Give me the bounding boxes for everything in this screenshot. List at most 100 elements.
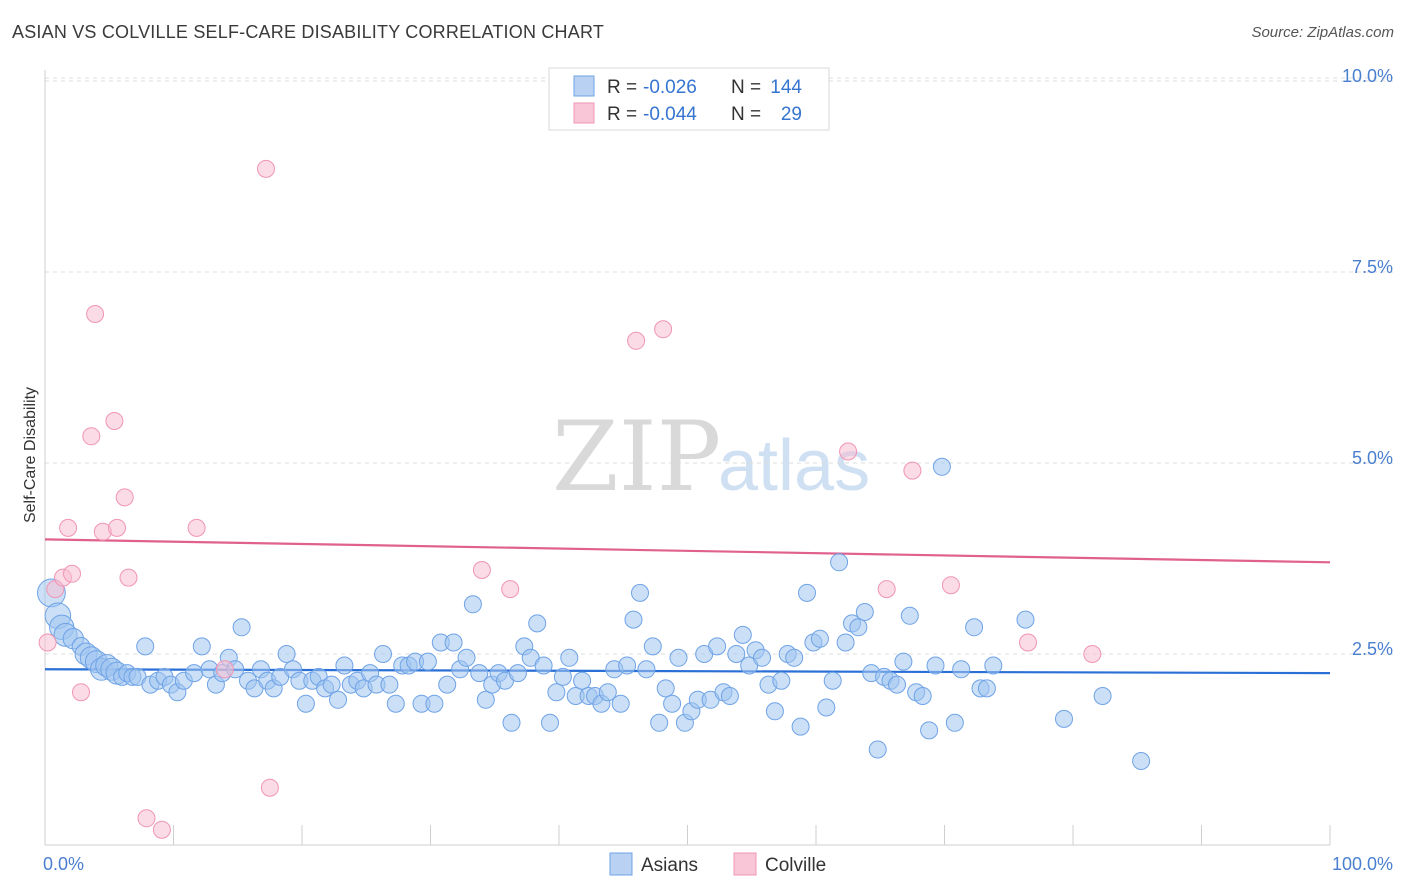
x-tick-label-max: 100.0% — [1332, 854, 1393, 874]
bottom-legend-label-colville: Colville — [765, 855, 826, 876]
asians-point-41 — [296, 694, 315, 713]
asians-point-53 — [374, 645, 392, 663]
asians-point-139 — [926, 656, 945, 675]
asians-point-148 — [1055, 709, 1073, 728]
asians-point-140 — [932, 457, 951, 476]
asians-point-115 — [772, 671, 791, 690]
asians-point-130 — [868, 740, 887, 759]
colville-point-21 — [627, 331, 646, 350]
colville-point-9 — [105, 412, 124, 430]
asians-point-96 — [650, 713, 669, 732]
asians-point-69 — [476, 690, 495, 709]
legend-n-value-colville: 29 — [781, 104, 802, 125]
colville-point-28 — [1083, 645, 1102, 663]
axes — [44, 70, 1331, 846]
x-tick-label-min: 0.0% — [43, 854, 84, 874]
colville-point-19 — [472, 561, 491, 579]
y-tick-label-3: 10.0% — [1342, 66, 1393, 86]
asians-point-123 — [823, 671, 842, 690]
colville-point-23 — [839, 442, 858, 461]
asians-point-105 — [708, 637, 727, 656]
bottom-legend-label-asians: Asians — [641, 855, 698, 876]
asians-point-17 — [136, 637, 155, 656]
legend-top: R = -0.026 N = 144 R = -0.044 N = 29 — [548, 67, 830, 131]
asians-point-63 — [438, 675, 457, 694]
colville-point-18 — [260, 778, 279, 797]
asians-point-109 — [733, 625, 752, 644]
asians-point-88 — [598, 683, 617, 702]
trendlines — [44, 538, 1331, 675]
legend-swatch-colville — [573, 102, 595, 124]
asians-point-133 — [888, 675, 906, 694]
asians-point-98 — [663, 694, 682, 713]
asians-point-92 — [624, 610, 643, 629]
colville-point-24 — [877, 580, 896, 599]
colville-point-3 — [59, 518, 78, 537]
asians-point-146 — [984, 656, 1003, 675]
asians-point-80 — [547, 683, 566, 702]
legend-n-label-asians: N = — [731, 77, 761, 98]
colville-point-5 — [72, 683, 90, 702]
asians-point-127 — [849, 618, 868, 637]
y-tick-label-2: 7.5% — [1352, 257, 1393, 277]
colville-point-4 — [63, 564, 81, 583]
asians-point-84 — [573, 671, 592, 690]
asians-point-93 — [631, 583, 649, 602]
asians-point-95 — [643, 637, 662, 656]
colville-point-6 — [82, 427, 101, 446]
asians-point-74 — [508, 664, 527, 683]
asians-point-121 — [810, 629, 829, 648]
y-tick-label-1: 5.0% — [1352, 448, 1393, 468]
asians-point-61 — [425, 694, 444, 713]
y-axis-label: Self-Care Disability — [22, 387, 39, 523]
asians-point-112 — [753, 648, 771, 667]
asians-point-60 — [418, 652, 437, 671]
asians-point-117 — [785, 648, 804, 667]
asians-point-145 — [977, 679, 996, 698]
asians-point-54 — [380, 675, 399, 694]
legend-n-label-colville: N = — [731, 104, 761, 125]
legend-swatch-asians — [573, 75, 595, 97]
asians-point-108 — [727, 645, 746, 663]
colville-point-20 — [501, 580, 520, 599]
legend-r-label-colville: R = — [607, 104, 637, 125]
colville-trendline — [44, 538, 1331, 564]
data-points — [37, 159, 1151, 839]
asians-point-128 — [855, 603, 874, 621]
colville-point-16 — [215, 660, 234, 679]
asians-point-134 — [894, 652, 913, 671]
colville-point-0 — [38, 633, 57, 652]
gridlines — [45, 77, 1393, 655]
asians-point-119 — [798, 583, 816, 602]
asians-point-137 — [913, 687, 932, 705]
asians-point-31 — [232, 618, 251, 637]
asians-point-55 — [386, 694, 405, 713]
colville-point-25 — [903, 461, 922, 480]
asians-point-138 — [920, 721, 939, 740]
chart-title: ASIAN VS COLVILLE SELF-CARE DISABILITY C… — [12, 22, 605, 42]
bottom-legend-swatch-asians — [609, 852, 633, 876]
asians-point-64 — [444, 633, 463, 652]
asians-point-47 — [335, 656, 354, 675]
asians-point-66 — [457, 648, 476, 667]
asians-point-94 — [637, 660, 656, 679]
colville-point-17 — [257, 159, 275, 178]
asians-point-150 — [1132, 752, 1151, 770]
y-tick-label-0: 2.5% — [1352, 639, 1393, 659]
colville-point-10 — [108, 518, 126, 537]
colville-point-7 — [86, 305, 105, 323]
colville-point-11 — [115, 488, 134, 507]
colville-point-12 — [119, 568, 138, 587]
asians-point-143 — [965, 618, 984, 637]
legend-r-label-asians: R = — [607, 77, 637, 98]
asians-point-68 — [470, 664, 489, 683]
asians-point-125 — [836, 633, 855, 652]
asians-point-124 — [830, 553, 849, 572]
asians-point-78 — [534, 656, 553, 675]
colville-point-15 — [187, 518, 206, 537]
y-tick-labels: 2.5% 5.0% 7.5% 10.0% — [1342, 66, 1393, 659]
asians-point-77 — [528, 614, 547, 633]
asians-point-147 — [1016, 610, 1035, 629]
asians-point-97 — [656, 679, 675, 698]
asians-point-149 — [1093, 687, 1112, 705]
